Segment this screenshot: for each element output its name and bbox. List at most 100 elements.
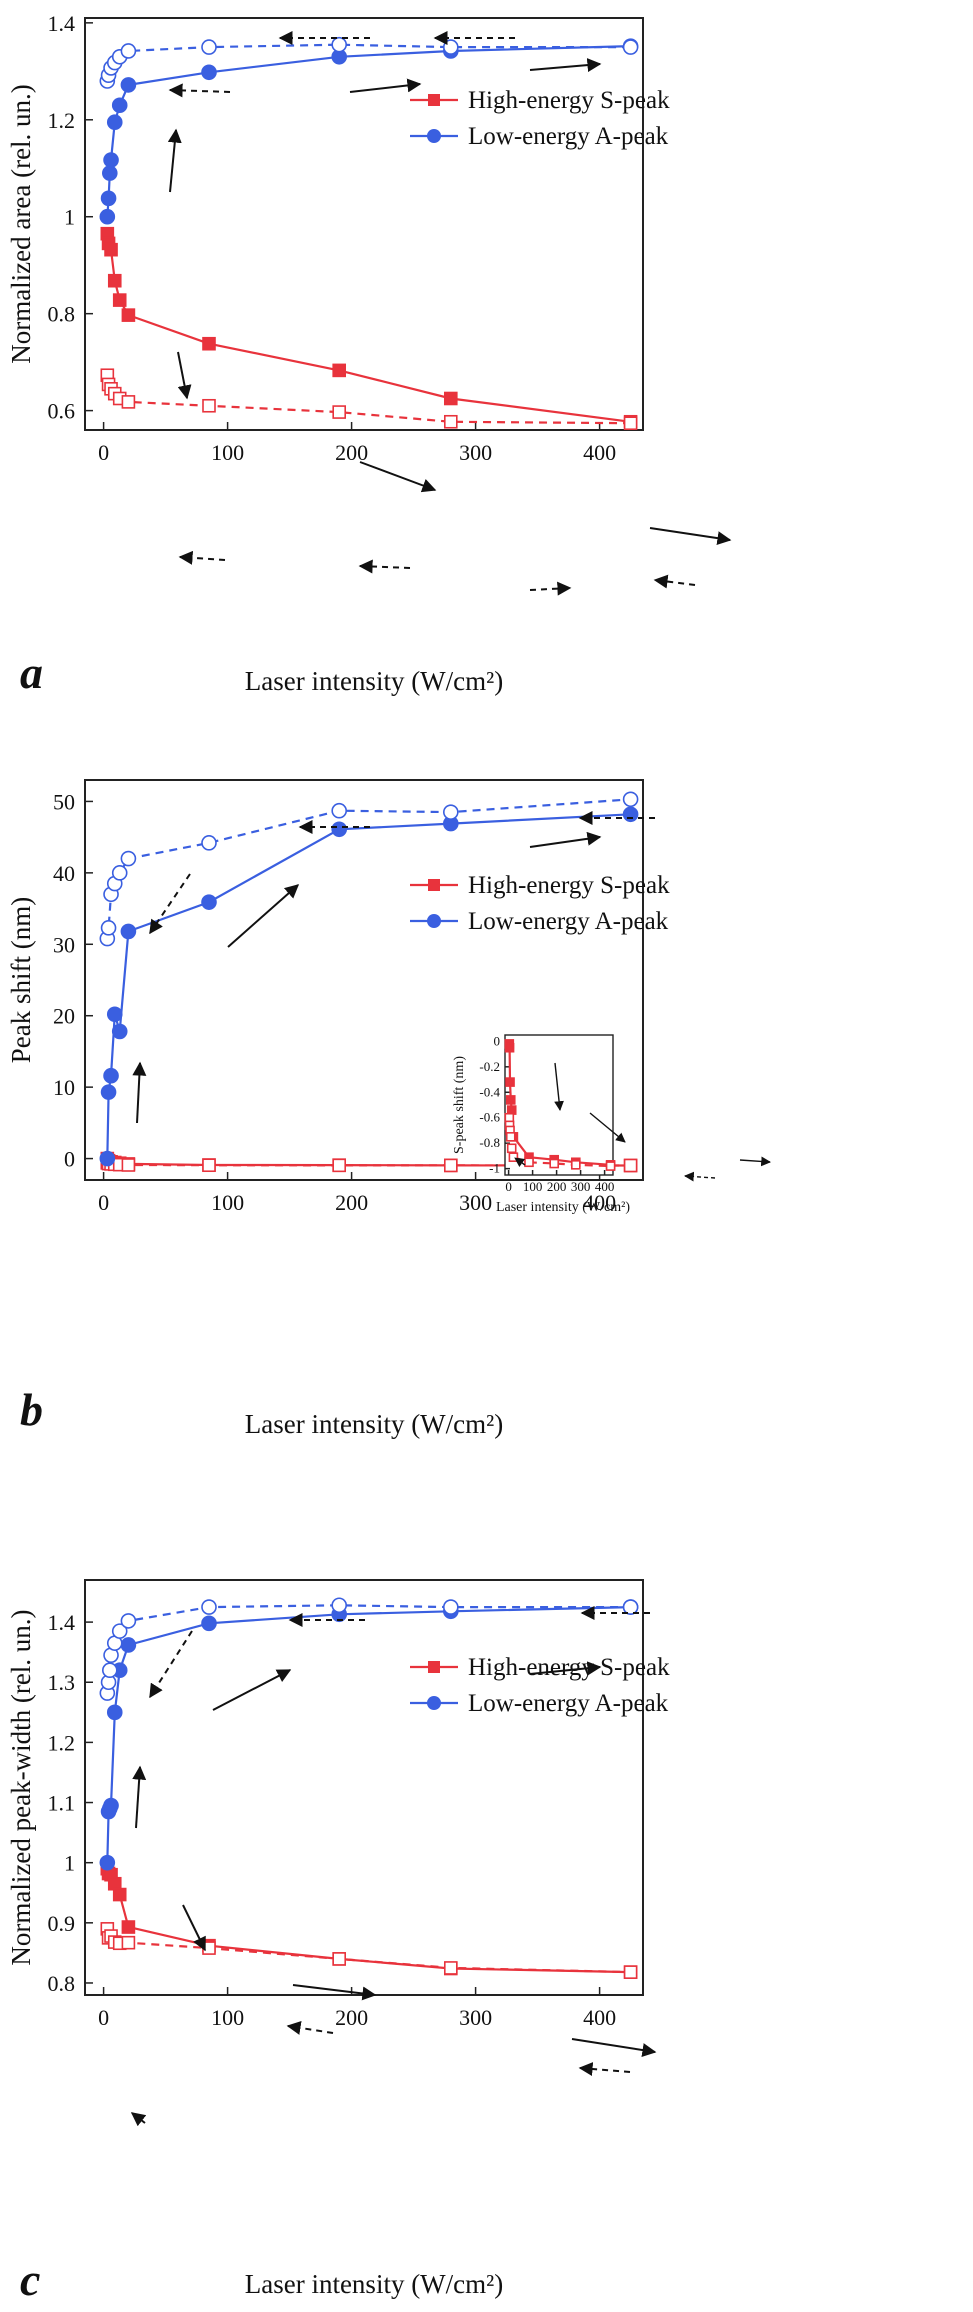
- panel-a-series-2-point-4: [106, 114, 123, 131]
- panel-c-series-0-point-5: [121, 1920, 136, 1934]
- arrow-27: [571, 2038, 657, 2057]
- arrow-11: [653, 574, 696, 589]
- inset-series-0-point-4: [506, 1105, 517, 1115]
- panel-b-xtick-label-4: 400: [583, 1190, 616, 1215]
- panel-a-series-3-point-8: [442, 39, 459, 55]
- panel-b-ytick-label-5: 50: [53, 789, 75, 814]
- arrow-3: [349, 78, 422, 93]
- panel-b-frame: [84, 779, 644, 1181]
- panel-b-series-3-line: [106, 798, 631, 939]
- panel-a-series-0-point-6: [202, 336, 216, 351]
- panel-a-series-0-point-3: [107, 273, 122, 288]
- panel-a-x-axis-title: Laser intensity (W/cm²): [245, 666, 504, 696]
- panel-a-series-1-point-6: [202, 398, 216, 413]
- inset-arrow-2: [739, 1156, 771, 1167]
- panel-c-series-3-point-2: [102, 1662, 118, 1679]
- panel-b-y-axis-title: Peak shift (nm): [6, 897, 36, 1063]
- panel-a-series-2-point-5: [111, 97, 128, 114]
- panel-a-xtick-label-4: 400: [583, 440, 616, 465]
- arrow-6: [177, 351, 192, 400]
- panel-b-series-2-point-4: [111, 1023, 128, 1040]
- panel-b-xtick-label-2: 200: [335, 1190, 368, 1215]
- panel-b-ytick-label-3: 30: [53, 932, 75, 957]
- panel-c-series-2-line: [106, 1606, 631, 1863]
- panel-c-series-1-point-5: [121, 1935, 136, 1950]
- panel-b-series-1-point-6: [202, 1158, 216, 1173]
- inset-arrow-1: [589, 1112, 626, 1143]
- panel-c-xtick-label-0: 0: [98, 2005, 109, 2030]
- inset-series-1-point-7: [549, 1158, 560, 1169]
- arrow-17: [529, 831, 602, 848]
- panel-c-series-2-point-3: [103, 1797, 119, 1814]
- panel-b-legend-marker-2: [427, 914, 441, 928]
- panel-b-series-2-point-6: [201, 894, 217, 910]
- panel-c-legend: High-energy S-peak Low-energy A-peak: [410, 1654, 670, 1717]
- arrow-19: [149, 1630, 193, 1699]
- panel-c-legend-label-0: High-energy S-peak: [468, 1654, 670, 1681]
- panel-b-ytick-label-0: 0: [64, 1147, 75, 1172]
- panel-b-series-2-point-9: [622, 806, 639, 823]
- arrow-22: [212, 1669, 292, 1711]
- panel-c-xtick-label-4: 400: [583, 2005, 616, 2030]
- arrow-12: [529, 581, 572, 596]
- inset-xtick-label-0: 0: [505, 1179, 512, 1194]
- panel-b-ytick-label-2: 20: [53, 1004, 75, 1029]
- panel-b-legend: High-energy S-peak Low-energy A-peak: [410, 872, 670, 935]
- inset-arrow-0: [554, 1062, 564, 1111]
- panel-a-series-3-point-6: [201, 39, 217, 55]
- inset-ytick-label-2: -0.4: [479, 1084, 500, 1099]
- inset-ytick-label-4: -0.8: [479, 1135, 500, 1150]
- panel-b-legend-label-0: High-energy S-peak: [468, 872, 670, 899]
- panel-a-series-2-point-7: [201, 64, 217, 81]
- panel-b-series-2-line: [106, 813, 631, 1159]
- panel-b-series-2-point-5: [120, 923, 137, 940]
- panel-c-xtick-label-3: 300: [459, 2005, 492, 2030]
- inset-series-1-point-4: [506, 1143, 517, 1154]
- panel-c-ytick-label-1: 0.9: [48, 1911, 76, 1936]
- panel-b-series-2-point-2: [103, 1067, 119, 1084]
- panel-b-xtick-label-1: 100: [211, 1190, 244, 1215]
- panel-b-series-3-point-5: [120, 850, 137, 867]
- panel-b-series-1-point-7: [332, 1158, 347, 1173]
- panel-a-series-1-point-7: [332, 405, 347, 419]
- panel-b-xtick-label-0: 0: [98, 1190, 109, 1215]
- panel-b-series-1-point-9: [623, 1158, 638, 1173]
- panel-c-series-2-point-0: [99, 1854, 116, 1871]
- panel-a-xtick-label-0: 0: [98, 440, 109, 465]
- panel-a: 0 100 200 300 400 0.6 0.8 1 1.2 1.4 Laser intensit…: [6, 11, 670, 698]
- panel-c-series-1-point-9: [623, 1965, 638, 1979]
- arrow-23: [529, 1661, 602, 1676]
- panel-b-series-3-point-8: [442, 804, 459, 820]
- arrow-25: [182, 1904, 206, 1952]
- inset-series-1-point-5: [508, 1152, 519, 1162]
- arrow-10: [358, 559, 411, 574]
- panel-a-legend-marker-0: [428, 94, 440, 106]
- panel-b-legend-marker-0: [428, 879, 440, 891]
- panel-c-legend-marker-2: [427, 1696, 441, 1710]
- inset-xtick-label-2: 200: [547, 1179, 567, 1194]
- inset-xtick-label-3: 300: [571, 1179, 591, 1194]
- panel-c-ytick-label-3: 1.1: [48, 1791, 76, 1816]
- arrow-13: [149, 873, 191, 935]
- panel-c-series-3-point-6: [120, 1613, 137, 1629]
- inset-series-0-point-1: [504, 1042, 515, 1053]
- panel-b-x-axis-title: Laser intensity (W/cm²): [245, 1409, 504, 1439]
- panel-a-letter: a: [20, 647, 43, 698]
- panel-c-series-2-point-4: [106, 1704, 123, 1721]
- panel-a-series-3-point-7: [331, 36, 348, 53]
- panel-b-series-1-point-8: [443, 1158, 458, 1173]
- panel-c-xtick-label-1: 100: [211, 2005, 244, 2030]
- panel-c-ytick-label-2: 1: [64, 1851, 75, 1876]
- panel-a-series-3-point-5: [120, 43, 137, 59]
- panel-a-legend: High-energy S-peak Low-energy A-peak: [410, 87, 670, 150]
- panel-c: 0 100 200 300 400 0.8 0.9 1 1.1 1.2 1.3 1.4 Laser in…: [6, 1579, 670, 2305]
- panel-a-series-2-point-0: [99, 208, 116, 225]
- arrow-0: [168, 83, 231, 98]
- inset-series-1-point-3: [505, 1132, 516, 1142]
- panel-c-series-3-point-7: [201, 1599, 217, 1615]
- panel-c-series-1-line: [106, 1928, 631, 1974]
- panel-b-series-3-point-6: [201, 835, 217, 851]
- panel-a-xtick-label-1: 100: [211, 440, 244, 465]
- panel-a-ytick-label-1: 0.8: [48, 302, 76, 327]
